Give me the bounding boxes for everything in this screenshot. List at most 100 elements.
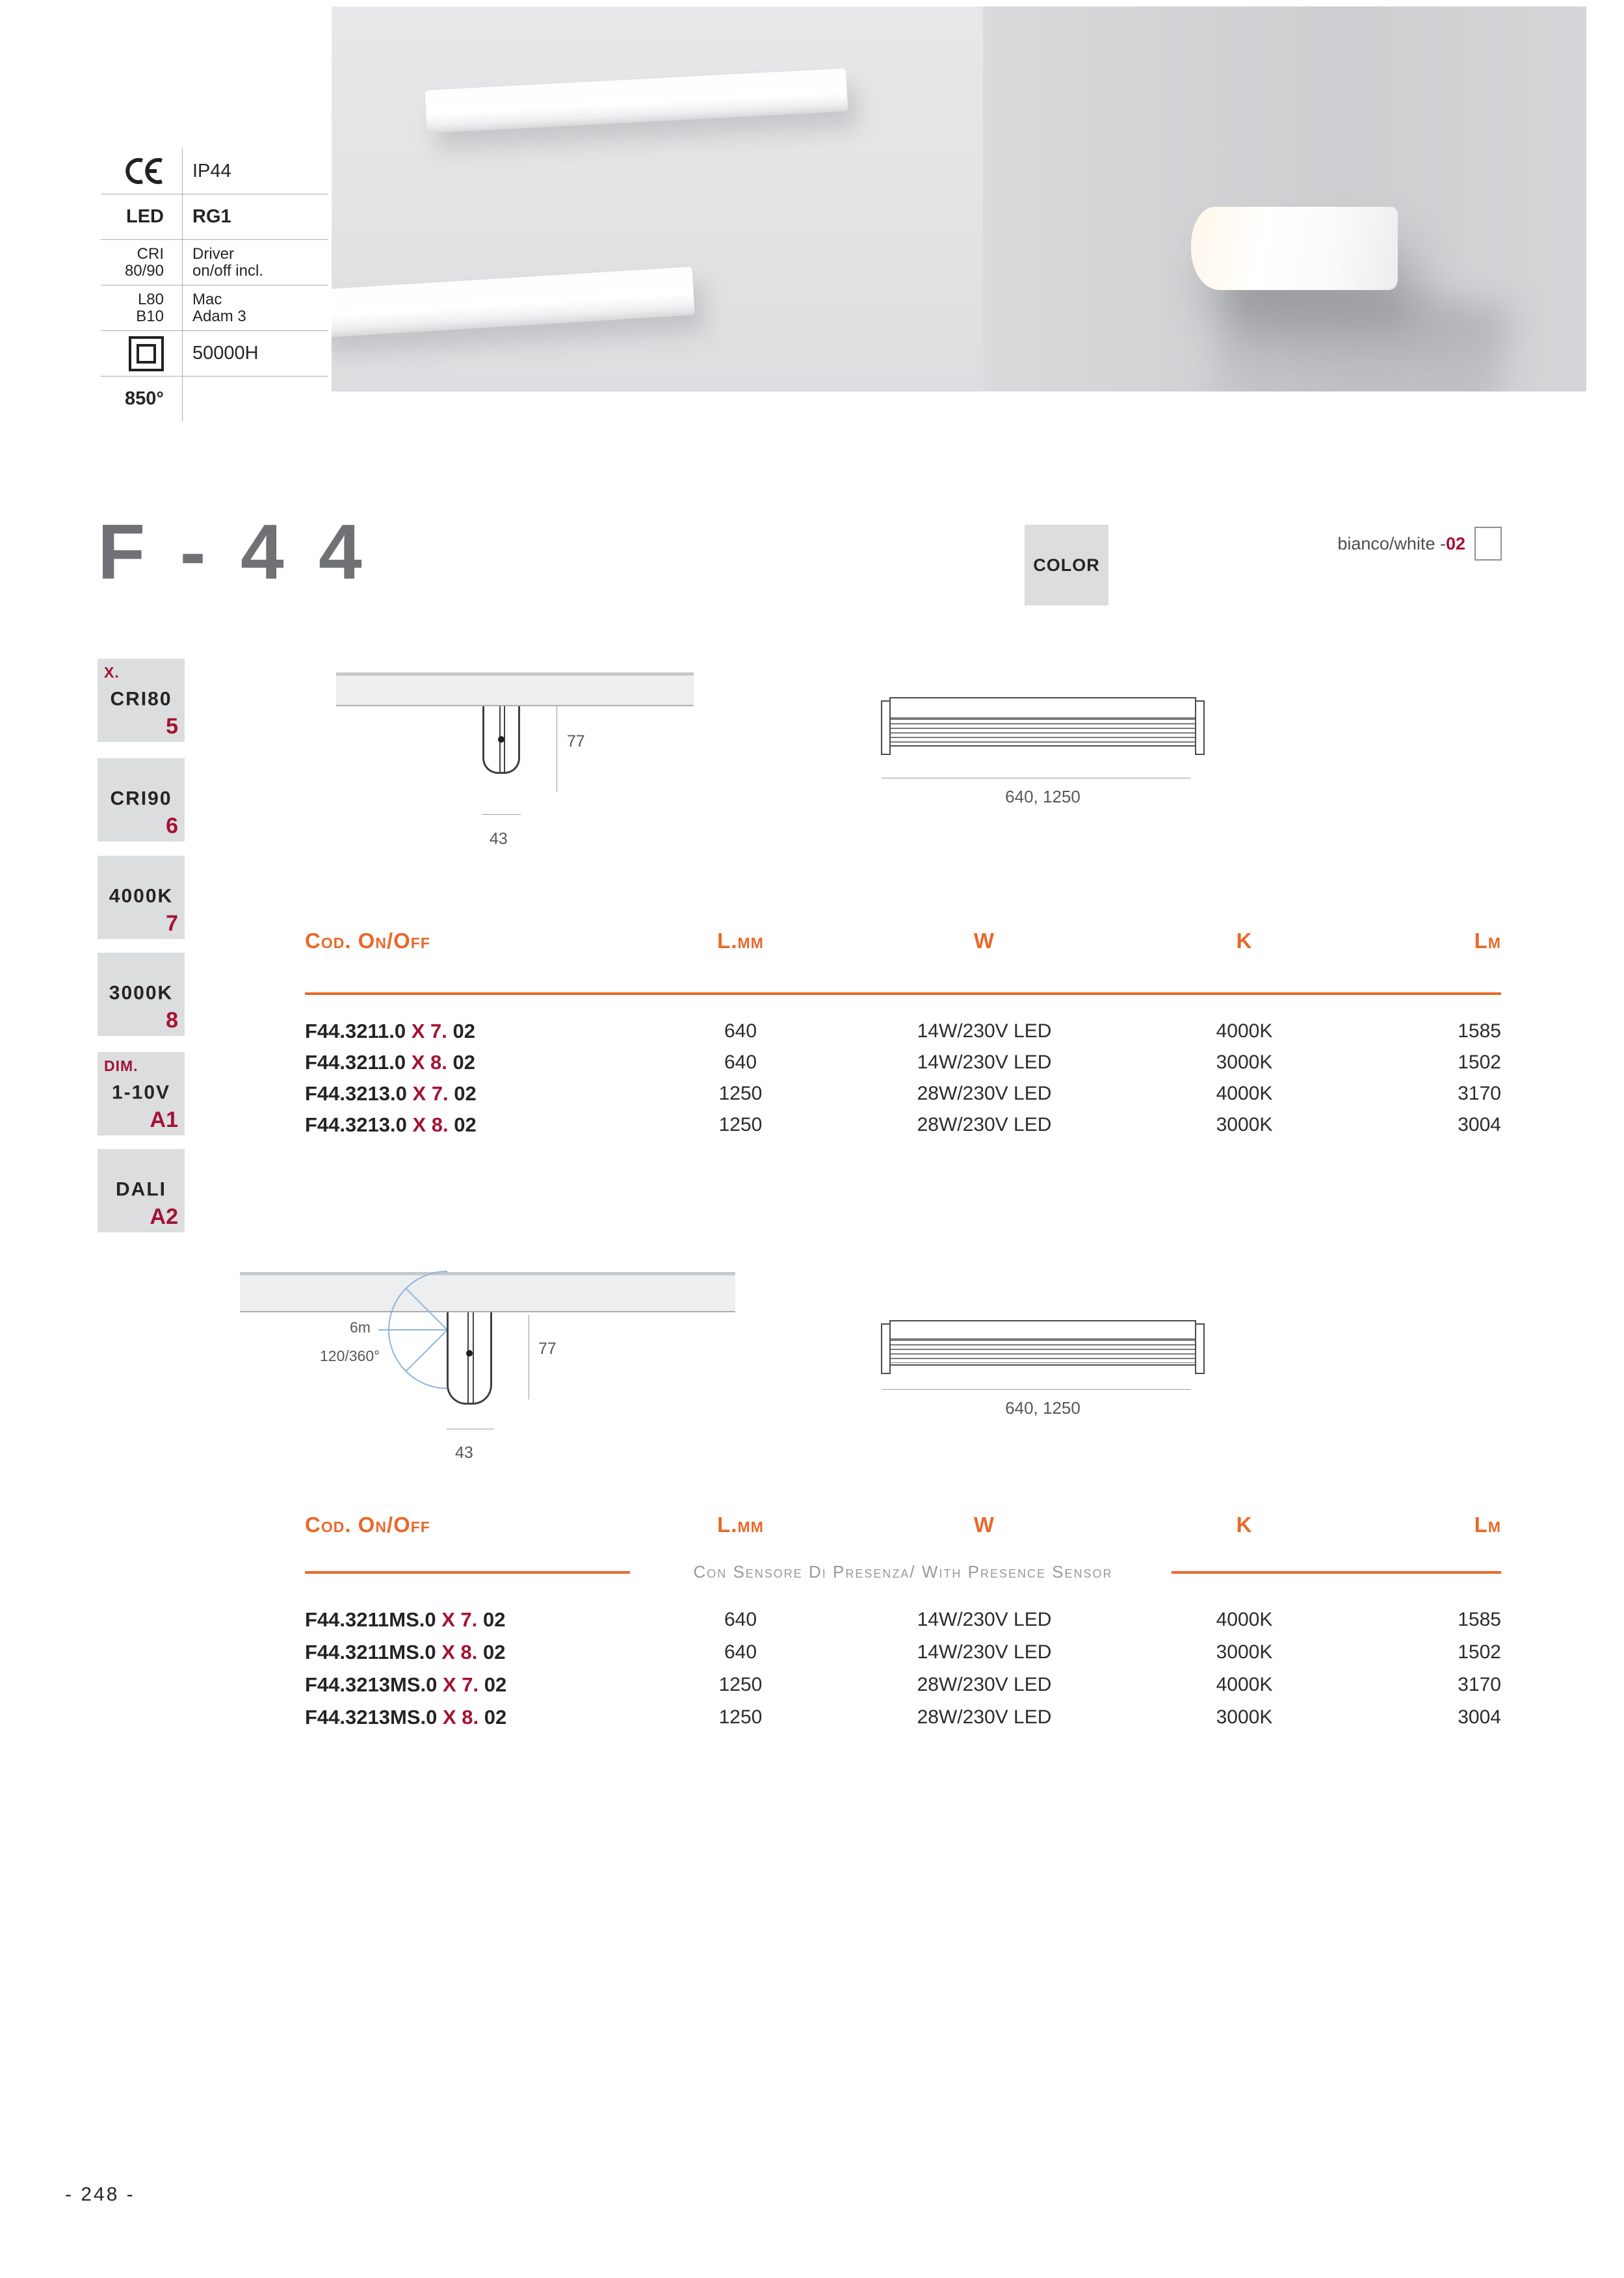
drawing1-endcap-right xyxy=(1195,700,1205,755)
spec-table: IP44 LED RG1 CRI 80/90 Driver on/off inc… xyxy=(101,148,328,421)
product-photo-right xyxy=(983,7,1586,391)
spec-cri-line1: CRI xyxy=(137,245,164,263)
sidebar-item-dali: DALI A2 xyxy=(98,1149,185,1232)
table-row: F44.3213MS.0 X 8. 02 1250 28W/230V LED 3… xyxy=(305,1706,1501,1728)
drawing1-wall-section xyxy=(336,672,694,706)
sidebar-code: 5 xyxy=(166,714,178,739)
drawing2-dim-length: 640, 1250 xyxy=(1005,1398,1080,1418)
drawing2-dim-width: 43 xyxy=(455,1444,473,1462)
header-rule-right xyxy=(1172,1571,1501,1574)
spec-l80-line2: B10 xyxy=(136,307,164,325)
col-header-lmm: L.mm xyxy=(717,929,764,953)
col-header-k: K xyxy=(1236,929,1253,953)
wall-luminaire-photo-bottom xyxy=(332,267,695,338)
ce-mark-icon xyxy=(125,158,163,184)
drawing1-fixture-profile xyxy=(482,706,520,774)
color-swatch-white xyxy=(1474,527,1502,561)
square-icon xyxy=(129,336,164,371)
sidebar-code: 6 xyxy=(166,814,178,838)
spec-lifetime-value: 50000H xyxy=(192,343,259,364)
spec-l80-line1: L80 xyxy=(137,290,164,308)
spec-row-lifetime: 50000H xyxy=(101,330,328,376)
col-header-lmm: L.mm xyxy=(717,1513,764,1537)
sensor-angle-label: 120/360° xyxy=(320,1347,380,1364)
spec-row-led-rg: LED RG1 xyxy=(101,194,328,239)
sidebar-item-dim-1-10v: DIM. 1-10V A1 xyxy=(98,1052,185,1135)
color-label-box: COLOR xyxy=(1025,525,1108,605)
drawing2-wall-section xyxy=(240,1272,735,1312)
sidebar-label: 1-10V xyxy=(111,1081,171,1104)
table-row: F44.3211MS.0 X 7. 02 640 14W/230V LED 40… xyxy=(305,1608,1501,1631)
spec-row-glowwire: 850° xyxy=(101,376,328,421)
sensor-dot xyxy=(466,1350,473,1357)
header-rule xyxy=(305,992,1501,995)
spec-divider xyxy=(182,148,183,421)
sidebar-tag: X. xyxy=(104,664,120,681)
table-sensor-header: Cod. On/Off L.mm W K Lm xyxy=(305,1513,1501,1537)
spec-row-ce-ip: IP44 xyxy=(101,148,328,194)
col-header-w: W xyxy=(973,929,995,953)
table-onoff: Cod. On/Off L.mm W K Lm F44.3211.0 X 7. … xyxy=(305,929,1501,1136)
diffuser-stripes xyxy=(891,717,1195,744)
product-photo-left xyxy=(332,7,983,391)
col-header-w: W xyxy=(973,1513,995,1537)
wall-luminaire-photo-top xyxy=(425,68,848,133)
spec-glowwire-value: 850° xyxy=(125,388,164,409)
table-row: F44.3213MS.0 X 7. 02 1250 28W/230V LED 4… xyxy=(305,1673,1501,1696)
col-header-cod: Cod. On/Off xyxy=(305,929,430,953)
diffuser-stripes xyxy=(891,1338,1195,1364)
drawing2-fixture-profile xyxy=(447,1312,492,1405)
sidebar-label: CRI90 xyxy=(110,788,172,810)
sensor-banner: Con Sensore Di Presenza/ With Presence S… xyxy=(693,1562,1113,1582)
sidebar-label: 3000K xyxy=(109,982,174,1004)
spec-ip-rating: IP44 xyxy=(192,160,231,181)
sensor-range-label: 6m xyxy=(350,1319,371,1336)
sidebar-label: DALI xyxy=(116,1178,166,1200)
sensor-range-icon xyxy=(378,1271,448,1389)
spec-rg-label: RG1 xyxy=(192,206,231,227)
sidebar-item-cri90: CRI90 6 xyxy=(98,758,185,841)
drawing1-dim-height: 77 xyxy=(567,732,585,750)
spec-macadam-line2: Adam 3 xyxy=(192,307,246,325)
table-row: F44.3211.0 X 8. 02 640 14W/230V LED 3000… xyxy=(305,1051,1501,1074)
spec-led-label: LED xyxy=(126,206,164,227)
drawing2-front-view xyxy=(889,1320,1196,1366)
spec-row-cri-driver: CRI 80/90 Driver on/off incl. xyxy=(101,239,328,285)
table-row: F44.3211.0 X 7. 02 640 14W/230V LED 4000… xyxy=(305,1020,1501,1042)
drawing2-endcap-right xyxy=(1195,1323,1205,1374)
page-title: F - 4 4 xyxy=(98,509,369,596)
color-option: bianco/white -02 xyxy=(1164,527,1502,561)
screw-dot xyxy=(498,736,504,743)
drawing1-dim-length: 640, 1250 xyxy=(1005,787,1080,806)
sidebar-label: CRI80 xyxy=(110,688,172,710)
drawing1-dim-line-width xyxy=(482,814,521,815)
drawing2-dim-height: 77 xyxy=(538,1340,557,1358)
luminaire-detail-photo xyxy=(1191,207,1398,290)
sidebar-code: 8 xyxy=(166,1008,178,1033)
table-sensor: Cod. On/Off L.mm W K Lm Con Sensore Di P… xyxy=(305,1513,1501,1728)
sidebar-code: A2 xyxy=(150,1204,178,1229)
spec-row-l80-macadam: L80 B10 Mac Adam 3 xyxy=(101,285,328,330)
sidebar-tag: DIM. xyxy=(104,1057,138,1074)
page-number: - 248 - xyxy=(65,2184,135,2205)
sidebar-code: A1 xyxy=(150,1107,178,1132)
col-header-lm: Lm xyxy=(1474,1513,1501,1537)
spec-driver-line1: Driver xyxy=(192,245,234,263)
color-name: bianco/white - xyxy=(1337,533,1446,553)
table-row: F44.3211MS.0 X 8. 02 640 14W/230V LED 30… xyxy=(305,1641,1501,1663)
sidebar-label: 4000K xyxy=(109,885,174,907)
drawing1-front-view xyxy=(889,697,1196,747)
drawing1-dim-width: 43 xyxy=(490,830,508,848)
sidebar-code: 7 xyxy=(166,911,178,936)
table-onoff-header: Cod. On/Off L.mm W K Lm xyxy=(305,929,1501,953)
spec-driver-line2: on/off incl. xyxy=(192,261,263,280)
col-header-k: K xyxy=(1236,1513,1253,1537)
drawing2-dim-line-length xyxy=(882,1389,1191,1390)
col-header-lm: Lm xyxy=(1474,929,1501,953)
sidebar-item-3000k: 3000K 8 xyxy=(98,953,185,1036)
table-row: F44.3213.0 X 7. 02 1250 28W/230V LED 400… xyxy=(305,1082,1501,1105)
col-header-cod: Cod. On/Off xyxy=(305,1513,430,1537)
table-row: F44.3213.0 X 8. 02 1250 28W/230V LED 300… xyxy=(305,1113,1501,1136)
sidebar-item-4000k: 4000K 7 xyxy=(98,856,185,939)
